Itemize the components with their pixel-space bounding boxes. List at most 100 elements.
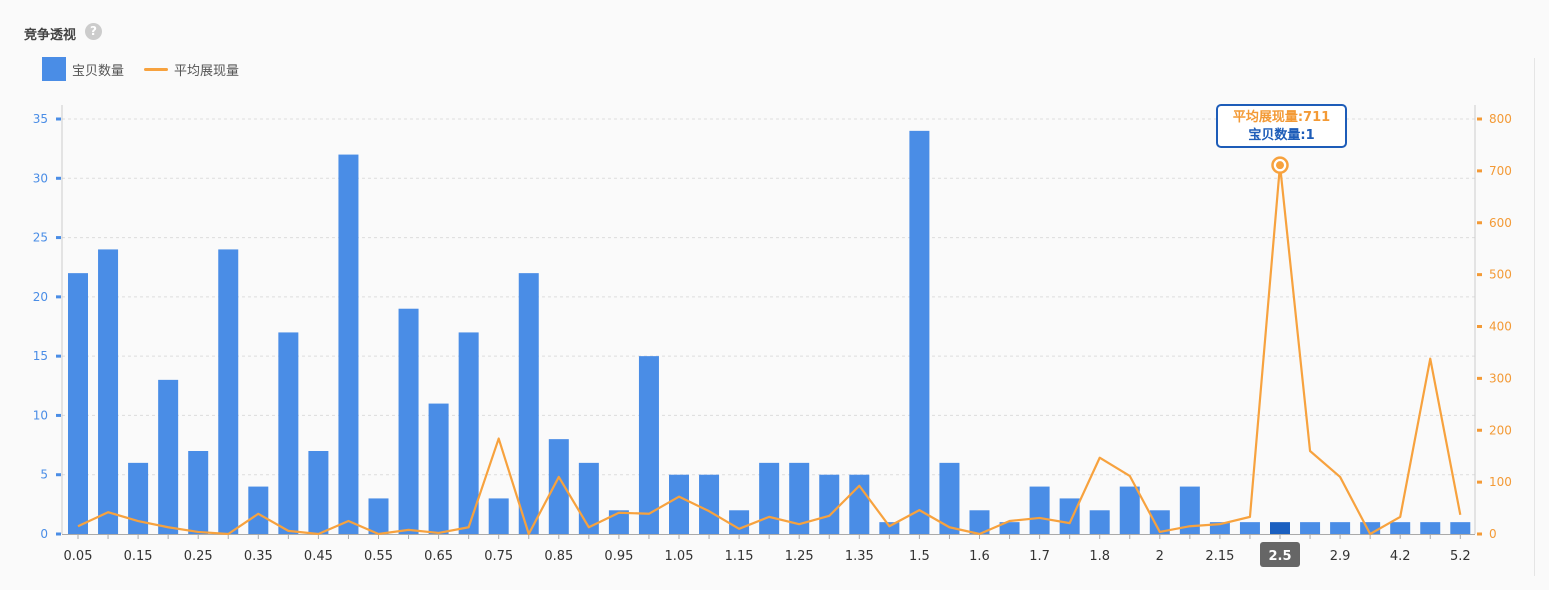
highlight-point bbox=[1276, 161, 1284, 170]
bar bbox=[1270, 522, 1290, 534]
bar bbox=[548, 439, 569, 534]
bar bbox=[1089, 510, 1110, 534]
bar bbox=[699, 474, 720, 534]
divider bbox=[1534, 58, 1535, 576]
bar bbox=[1390, 522, 1411, 534]
bar bbox=[1029, 486, 1050, 534]
x-tick-label: 1.05 bbox=[665, 549, 694, 564]
right-tick bbox=[1477, 325, 1482, 328]
bar bbox=[68, 273, 88, 534]
right-tick-label: 300 bbox=[1489, 371, 1512, 385]
x-tick-label: 0.25 bbox=[184, 549, 213, 564]
left-tick-label: 10 bbox=[33, 408, 48, 422]
right-tick-label: 0 bbox=[1489, 527, 1497, 541]
right-tick-label: 600 bbox=[1489, 216, 1512, 230]
tooltip: 平均展现量:711 宝贝数量:1 bbox=[1216, 104, 1347, 148]
bar bbox=[819, 474, 840, 534]
bar bbox=[158, 379, 179, 534]
left-tick bbox=[56, 176, 61, 180]
bar bbox=[188, 451, 209, 534]
bar bbox=[128, 462, 149, 534]
right-tick bbox=[1477, 532, 1482, 536]
bar bbox=[428, 403, 449, 534]
left-tick-label: 5 bbox=[40, 468, 48, 482]
bar bbox=[1179, 486, 1200, 534]
left-tick bbox=[56, 413, 61, 417]
bar bbox=[969, 510, 990, 534]
right-tick-label: 500 bbox=[1489, 268, 1512, 282]
right-tick bbox=[1477, 480, 1482, 484]
panel-title: 竞争透视 bbox=[24, 28, 77, 43]
x-tick-label: 0.65 bbox=[424, 549, 453, 564]
x-tick-label: 4.2 bbox=[1390, 549, 1411, 564]
left-tick bbox=[56, 295, 61, 299]
right-tick-label: 800 bbox=[1489, 112, 1512, 126]
bar bbox=[578, 462, 599, 534]
x-tick-label: 0.75 bbox=[484, 549, 513, 564]
left-tick bbox=[56, 532, 61, 536]
bar bbox=[218, 249, 239, 534]
legend-line-swatch[interactable] bbox=[144, 67, 169, 71]
left-tick bbox=[56, 236, 61, 240]
left-tick-label: 0 bbox=[40, 527, 48, 541]
x-tick-label: 1.6 bbox=[969, 549, 990, 564]
bar bbox=[729, 510, 750, 534]
x-tick-label: 1.5 bbox=[909, 549, 930, 564]
left-tick bbox=[56, 117, 61, 121]
right-tick bbox=[1477, 428, 1482, 432]
legend: 宝贝数量 平均展现量 bbox=[42, 57, 239, 81]
left-tick bbox=[56, 473, 61, 477]
x-tick-label: 0.35 bbox=[244, 549, 273, 564]
bar bbox=[1330, 522, 1351, 534]
left-tick-label: 35 bbox=[33, 112, 48, 126]
bar bbox=[1209, 522, 1230, 534]
bar bbox=[398, 308, 419, 534]
right-tick-label: 700 bbox=[1489, 164, 1512, 178]
line-series bbox=[77, 164, 1462, 536]
bar bbox=[789, 462, 810, 534]
x-tick-label: 1.15 bbox=[725, 549, 754, 564]
x-tick-label: 0.05 bbox=[64, 549, 93, 564]
bar bbox=[98, 249, 119, 534]
x-tick-label: 2.9 bbox=[1330, 549, 1351, 564]
bar bbox=[1300, 522, 1321, 534]
left-tick-label: 30 bbox=[33, 171, 48, 185]
bar bbox=[669, 474, 689, 534]
bar bbox=[1360, 522, 1381, 534]
x-tick-label: 1.8 bbox=[1089, 549, 1110, 564]
bar bbox=[879, 522, 900, 534]
x-tick-label: 2.15 bbox=[1205, 549, 1234, 564]
tooltip-line-value: 平均展现量:711 bbox=[1232, 110, 1331, 125]
tooltip-bar-value: 宝贝数量:1 bbox=[1248, 128, 1315, 143]
right-tick bbox=[1477, 117, 1482, 121]
bar bbox=[999, 522, 1020, 534]
left-tick-label: 20 bbox=[33, 290, 48, 304]
bar bbox=[939, 462, 960, 534]
x-tick-label: 0.45 bbox=[304, 549, 333, 564]
x-tick-label: 0.85 bbox=[544, 549, 573, 564]
bar bbox=[1450, 522, 1471, 534]
legend-bar-swatch[interactable] bbox=[42, 57, 66, 81]
x-tick-label: 2.5 bbox=[1268, 549, 1291, 564]
left-tick bbox=[56, 354, 61, 358]
x-tick-label: 1.25 bbox=[785, 549, 814, 564]
right-tick bbox=[1477, 376, 1482, 380]
bar bbox=[308, 451, 329, 534]
x-tick-label: 2 bbox=[1156, 549, 1164, 564]
legend-line-label[interactable]: 平均展现量 bbox=[174, 63, 240, 79]
x-tick-label: 1.7 bbox=[1029, 549, 1050, 564]
bar bbox=[1149, 510, 1170, 534]
left-tick-label: 25 bbox=[33, 231, 48, 245]
right-tick bbox=[1477, 221, 1482, 225]
bar bbox=[849, 474, 870, 534]
question-circle-icon[interactable]: ? bbox=[85, 23, 102, 40]
x-tick-label: 0.15 bbox=[124, 549, 153, 564]
x-tick-label: 0.55 bbox=[364, 549, 393, 564]
x-tick-label: 5.2 bbox=[1450, 549, 1471, 564]
right-tick bbox=[1477, 273, 1482, 277]
bar bbox=[278, 332, 299, 534]
left-tick-label: 15 bbox=[33, 349, 48, 363]
legend-bar-label[interactable]: 宝贝数量 bbox=[72, 63, 125, 79]
